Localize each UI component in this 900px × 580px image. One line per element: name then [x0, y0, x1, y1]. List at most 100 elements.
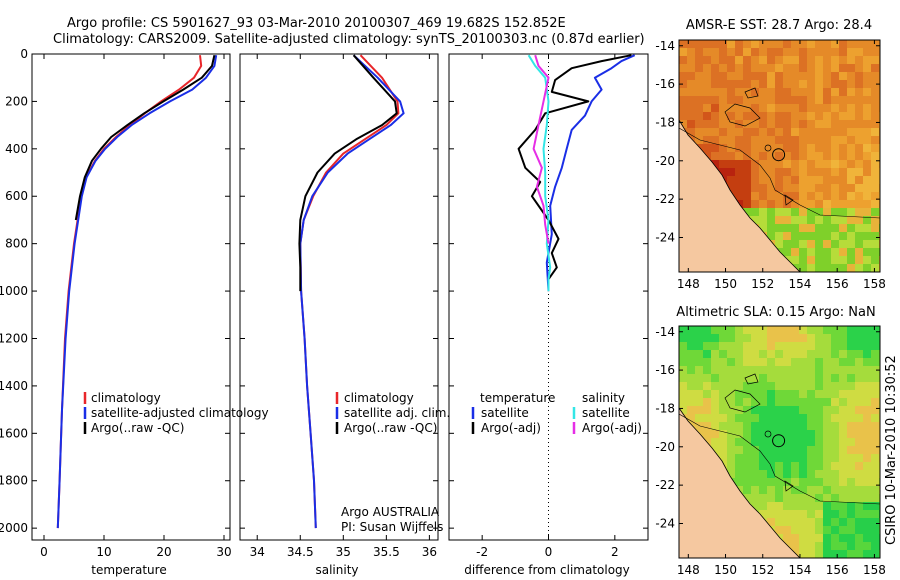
heatmap-cell — [839, 56, 847, 64]
heatmap-cell — [743, 422, 751, 430]
heatmap-cell — [847, 446, 855, 454]
heatmap-cell — [743, 358, 751, 366]
heatmap-cell — [719, 406, 727, 414]
heatmap-cell — [871, 550, 879, 558]
heatmap-cell — [799, 350, 807, 358]
heatmap-cell — [839, 152, 847, 160]
heatmap-cell — [775, 430, 783, 438]
heatmap-cell — [871, 88, 879, 96]
heatmap-cell — [791, 486, 799, 494]
heatmap-cell — [799, 374, 807, 382]
heatmap-cell — [823, 144, 831, 152]
heatmap-cell — [863, 168, 871, 176]
heatmap-cell — [855, 184, 863, 192]
heatmap-cell — [863, 256, 871, 264]
heatmap-cell — [695, 120, 703, 128]
heatmap-cell — [743, 136, 751, 144]
heatmap-cell — [711, 446, 719, 454]
heatmap-cell — [695, 382, 703, 390]
heatmap-cell — [783, 144, 791, 152]
heatmap-cell — [807, 48, 815, 56]
heatmap-cell — [839, 208, 847, 216]
heatmap-cell — [807, 326, 815, 334]
heatmap-cell — [831, 502, 839, 510]
heatmap-cell — [831, 526, 839, 534]
heatmap-cell — [687, 366, 695, 374]
heatmap-cell — [799, 256, 807, 264]
heatmap-cell — [751, 104, 759, 112]
heatmap-cell — [863, 334, 871, 342]
heatmap-cell — [679, 56, 687, 64]
heatmap-cell — [871, 358, 879, 366]
annotation-pi-name: PI: Susan Wijffels — [341, 520, 443, 534]
heatmap-cell — [751, 478, 759, 486]
heatmap-cell — [735, 40, 743, 48]
heatmap-cell — [807, 240, 815, 248]
heatmap-cell — [791, 502, 799, 510]
heatmap-cell — [735, 160, 743, 168]
heatmap-cell — [871, 542, 879, 550]
heatmap-cell — [871, 216, 879, 224]
heatmap-cell — [799, 518, 807, 526]
heatmap-cell — [743, 104, 751, 112]
heatmap-cell — [855, 72, 863, 80]
heatmap-cell — [791, 518, 799, 526]
heatmap-cell — [831, 152, 839, 160]
heatmap-cell — [839, 96, 847, 104]
heatmap-cell — [847, 176, 855, 184]
heatmap-cell — [759, 438, 767, 446]
heatmap-cell — [823, 88, 831, 96]
heatmap-cell — [711, 390, 719, 398]
heatmap-cell — [751, 56, 759, 64]
heatmap-cell — [735, 342, 743, 350]
heatmap-cell — [847, 494, 855, 502]
heatmap-cell — [815, 382, 823, 390]
heatmap-cell — [711, 406, 719, 414]
heatmap-cell — [775, 374, 783, 382]
heatmap-cell — [855, 192, 863, 200]
heatmap-cell — [815, 326, 823, 334]
heatmap-cell — [831, 72, 839, 80]
heatmap-cell — [743, 342, 751, 350]
heatmap-cell — [839, 216, 847, 224]
heatmap-cell — [847, 64, 855, 72]
heatmap-cell — [855, 216, 863, 224]
heatmap-cell — [775, 64, 783, 72]
heatmap-cell — [759, 350, 767, 358]
heatmap-cell — [695, 128, 703, 136]
heatmap-cell — [727, 390, 735, 398]
heatmap-cell — [871, 264, 879, 272]
heatmap-cell — [767, 112, 775, 120]
heatmap-cell — [791, 534, 799, 542]
heatmap-cell — [719, 374, 727, 382]
heatmap-cell — [711, 334, 719, 342]
heatmap-cell — [847, 478, 855, 486]
heatmap-cell — [711, 128, 719, 136]
heatmap-cell — [791, 168, 799, 176]
heatmap-cell — [775, 350, 783, 358]
heatmap-cell — [863, 510, 871, 518]
heatmap-cell — [871, 256, 879, 264]
heatmap-cell — [855, 232, 863, 240]
heatmap-cell — [871, 342, 879, 350]
heatmap-cell — [695, 326, 703, 334]
heatmap-cell — [855, 510, 863, 518]
heatmap-cell — [831, 104, 839, 112]
heatmap-cell — [775, 160, 783, 168]
heatmap-cell — [839, 224, 847, 232]
legend-temp-satellite: satellite — [481, 406, 529, 420]
heatmap-cell — [791, 390, 799, 398]
heatmap-cell — [751, 430, 759, 438]
heatmap-cell — [807, 342, 815, 350]
heatmap-cell — [823, 422, 831, 430]
difference-series — [517, 54, 636, 292]
heatmap-cell — [783, 224, 791, 232]
sst-map-title: AMSR-E SST: 28.7 Argo: 28.4 — [686, 18, 872, 33]
heatmap-cell — [711, 120, 719, 128]
series-line-satellite-adjusted-climatology — [56, 55, 218, 529]
heatmap-cell — [775, 358, 783, 366]
heatmap-cell — [839, 136, 847, 144]
heatmap-cell — [791, 64, 799, 72]
heatmap-cell — [791, 224, 799, 232]
